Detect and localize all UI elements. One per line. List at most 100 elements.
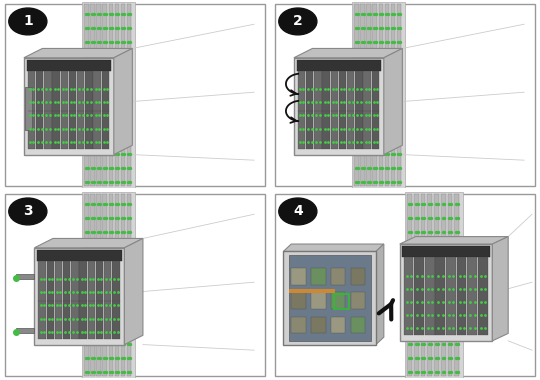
Bar xyxy=(457,257,467,335)
Bar xyxy=(363,71,371,149)
Bar xyxy=(127,4,131,186)
Bar xyxy=(400,244,492,341)
Bar xyxy=(427,194,432,376)
Bar xyxy=(127,194,131,376)
Circle shape xyxy=(279,198,317,225)
Bar xyxy=(63,261,70,339)
Bar xyxy=(407,194,412,376)
Bar xyxy=(306,71,313,149)
Bar xyxy=(82,2,135,188)
Bar xyxy=(82,192,135,378)
Bar xyxy=(391,4,395,186)
Bar xyxy=(288,255,370,341)
Polygon shape xyxy=(24,48,132,58)
Bar xyxy=(298,71,305,149)
Bar xyxy=(425,257,435,335)
Bar xyxy=(351,293,365,309)
Bar xyxy=(379,4,383,186)
Bar xyxy=(93,71,101,149)
Polygon shape xyxy=(400,237,508,244)
Bar xyxy=(16,328,35,333)
Bar xyxy=(441,194,446,376)
Bar xyxy=(16,274,35,279)
Bar xyxy=(311,268,326,285)
Bar xyxy=(339,71,346,149)
Bar xyxy=(90,4,94,186)
Polygon shape xyxy=(384,48,402,155)
Bar xyxy=(360,4,364,186)
Bar xyxy=(414,257,424,335)
Bar xyxy=(347,71,354,149)
Bar xyxy=(90,194,94,376)
Bar xyxy=(71,261,79,339)
Polygon shape xyxy=(294,48,402,58)
Bar xyxy=(112,261,120,339)
Bar xyxy=(414,194,418,376)
Bar xyxy=(296,60,381,71)
Circle shape xyxy=(9,198,47,225)
Bar xyxy=(84,194,89,376)
Circle shape xyxy=(9,8,47,35)
Polygon shape xyxy=(114,48,132,155)
Bar xyxy=(114,4,119,186)
Bar xyxy=(96,261,103,339)
Bar xyxy=(355,71,363,149)
Bar xyxy=(291,268,306,285)
Bar xyxy=(397,4,401,186)
Bar xyxy=(77,71,84,149)
Polygon shape xyxy=(284,244,384,252)
Bar xyxy=(405,192,463,378)
Bar xyxy=(478,257,488,335)
Bar xyxy=(354,4,359,186)
Bar xyxy=(404,257,414,335)
Text: 1: 1 xyxy=(23,14,33,28)
Bar xyxy=(104,261,111,339)
Text: 4: 4 xyxy=(293,204,303,218)
Bar xyxy=(60,71,68,149)
Bar xyxy=(102,71,109,149)
Bar xyxy=(421,194,426,376)
Polygon shape xyxy=(376,244,384,345)
Bar xyxy=(372,71,379,149)
Bar xyxy=(96,194,101,376)
Bar xyxy=(103,4,107,186)
Bar xyxy=(87,261,95,339)
Bar xyxy=(46,261,54,339)
Text: 3: 3 xyxy=(23,204,32,218)
Bar xyxy=(351,317,365,333)
Bar xyxy=(38,261,46,339)
Bar xyxy=(284,252,376,345)
Bar xyxy=(85,71,93,149)
Bar xyxy=(294,58,384,155)
Bar xyxy=(311,317,326,333)
Bar xyxy=(434,194,439,376)
Bar xyxy=(26,60,111,71)
Bar xyxy=(79,261,87,339)
Bar xyxy=(435,257,445,335)
Bar xyxy=(114,194,119,376)
Bar xyxy=(291,293,306,309)
Bar xyxy=(311,293,326,309)
Bar xyxy=(467,257,477,335)
Polygon shape xyxy=(124,239,143,345)
Bar xyxy=(96,4,101,186)
Bar xyxy=(448,194,453,376)
Bar xyxy=(331,317,346,333)
Bar xyxy=(331,293,346,309)
Bar xyxy=(331,268,346,285)
Bar xyxy=(121,194,125,376)
Bar xyxy=(322,71,330,149)
Bar xyxy=(446,257,456,335)
Bar xyxy=(454,194,459,376)
Polygon shape xyxy=(35,239,143,248)
Bar xyxy=(24,58,114,155)
Bar xyxy=(37,250,122,261)
Bar xyxy=(69,71,76,149)
Bar xyxy=(55,261,62,339)
Bar xyxy=(384,4,389,186)
Bar xyxy=(103,194,107,376)
Bar xyxy=(373,4,377,186)
Bar xyxy=(351,268,365,285)
Bar xyxy=(291,317,306,333)
Bar xyxy=(36,71,43,149)
